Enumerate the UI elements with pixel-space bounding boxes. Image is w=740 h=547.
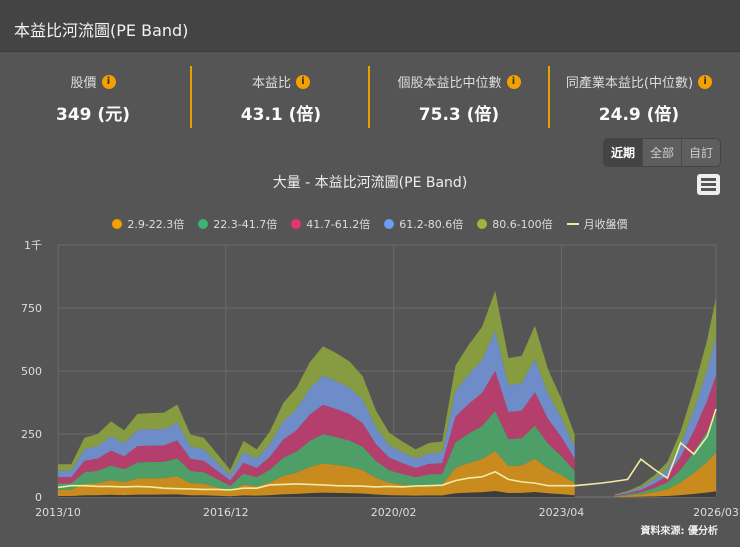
x-tick-label: 2020/02: [371, 506, 417, 519]
stat-label: 股價: [70, 76, 97, 91]
y-tick-label: 750: [21, 302, 42, 315]
hamburger-menu-icon[interactable]: [697, 174, 720, 195]
pe-band-area-3: [58, 370, 575, 486]
x-tick-label: 2013/10: [35, 506, 81, 519]
range-recent-button[interactable]: 近期: [604, 139, 643, 166]
legend-label: 2.9-22.3倍: [127, 218, 185, 231]
x-tick-label: 2016/12: [203, 506, 249, 519]
pe-band-area-2: [614, 413, 716, 497]
base-band-area: [614, 491, 716, 497]
legend-item[interactable]: 80.6-100倍: [477, 216, 553, 232]
legend-label: 80.6-100倍: [492, 218, 553, 231]
range-custom-button[interactable]: 自訂: [681, 139, 721, 166]
range-selector: 近期 全部 自訂: [603, 138, 722, 167]
legend-label: 月收盤價: [583, 218, 628, 231]
base-band-area: [58, 491, 575, 497]
stat-label: 本益比: [251, 76, 291, 91]
legend-dot-icon: [198, 219, 209, 229]
legend-dot-icon: [291, 219, 302, 229]
legend-line-icon: [566, 223, 579, 225]
panel-header: 本益比河流圖(PE Band): [0, 0, 740, 52]
stat-label: 同產業本益比(中位數): [565, 76, 694, 91]
legend-dot-icon: [112, 219, 123, 229]
legend-label: 22.3-41.7倍: [213, 218, 278, 231]
x-tick-label: 2023/04: [539, 506, 585, 519]
chart-legend: 2.9-22.3倍 22.3-41.7倍 41.7-61.2倍 61.2-80.…: [0, 216, 740, 232]
legend-dot-icon: [477, 219, 488, 229]
x-tick-label: 2026/03: [693, 506, 739, 519]
stat-pe: 本益比 i 43.1 (倍): [192, 72, 370, 125]
legend-dot-icon: [384, 219, 395, 229]
pe-band-area-1: [614, 452, 716, 497]
stat-value: 24.9 (倍): [598, 105, 680, 125]
stat-industry-pe: 同產業本益比(中位數) i 24.9 (倍): [550, 72, 728, 125]
pe-band-area-2: [58, 411, 575, 491]
chart-title: 大量 - 本益比河流圖(PE Band): [272, 175, 468, 191]
y-tick-label: 1千: [24, 239, 42, 252]
divider: [548, 66, 550, 128]
y-tick-label: 0: [35, 491, 42, 504]
pe-band-area-1: [58, 451, 575, 497]
stat-pe-median: 個股本益比中位數 i 75.3 (倍): [370, 72, 548, 125]
pe-band-area-3: [614, 375, 716, 496]
divider: [368, 66, 370, 128]
stat-price: 股價 i 349 (元): [4, 72, 182, 125]
pe-band-area-5: [58, 290, 575, 476]
stat-value: 75.3 (倍): [418, 105, 500, 125]
legend-item[interactable]: 22.3-41.7倍: [198, 216, 277, 232]
divider: [190, 66, 192, 128]
stat-label: 個股本益比中位數: [397, 76, 502, 91]
y-tick-label: 500: [21, 365, 42, 378]
legend-item[interactable]: 2.9-22.3倍: [112, 216, 184, 232]
info-icon[interactable]: i: [506, 74, 521, 89]
stat-value: 349 (元): [56, 105, 130, 125]
legend-item[interactable]: 月收盤價: [566, 216, 628, 232]
range-all-button[interactable]: 全部: [642, 139, 682, 166]
pe-band-area-5: [614, 297, 716, 495]
price-line: [57, 408, 717, 491]
stat-value: 43.1 (倍): [240, 105, 322, 125]
legend-label: 41.7-61.2倍: [306, 218, 371, 231]
info-icon[interactable]: i: [101, 74, 116, 89]
y-tick-label: 250: [21, 428, 42, 441]
legend-item[interactable]: 41.7-61.2倍: [291, 216, 370, 232]
legend-label: 61.2-80.6倍: [399, 218, 464, 231]
info-icon[interactable]: i: [296, 74, 310, 89]
info-icon[interactable]: i: [698, 74, 713, 89]
legend-item[interactable]: 61.2-80.6倍: [384, 216, 463, 232]
pe-band-area-4: [58, 330, 575, 481]
pe-band-area-4: [614, 336, 716, 496]
panel-title: 本益比河流圖(PE Band): [14, 21, 189, 40]
data-source: 資料來源: 優分析: [640, 526, 718, 537]
